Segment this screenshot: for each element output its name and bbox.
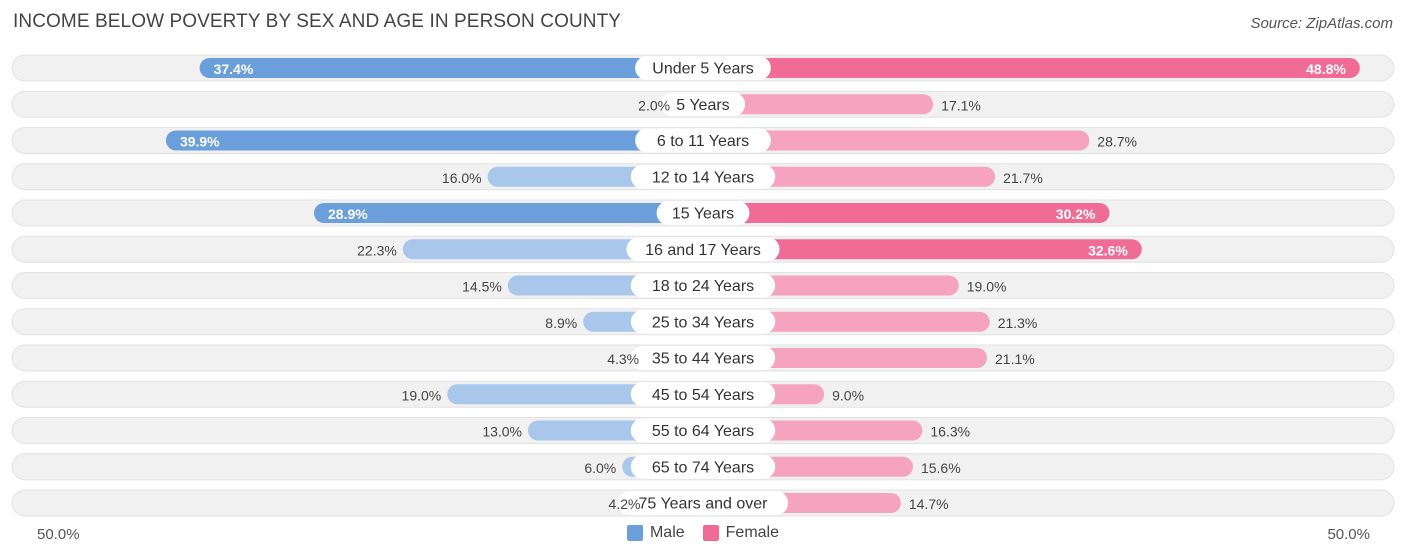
male-value-label: 37.4%	[214, 61, 254, 77]
chart-title: INCOME BELOW POVERTY BY SEX AND AGE IN P…	[13, 11, 622, 32]
legend-label-female: Female	[725, 524, 780, 541]
male-bar	[314, 203, 703, 223]
source-label: Source: ZipAtlas.com	[1250, 15, 1393, 32]
male-value-label: 14.5%	[462, 279, 502, 295]
category-label-pill	[630, 418, 776, 443]
male-bar	[165, 130, 704, 151]
category-label-pill	[617, 491, 789, 515]
male-value-label: 16.0%	[442, 170, 482, 186]
category-label-pill	[626, 237, 780, 262]
female-bar	[703, 311, 990, 332]
category-label-pill	[630, 164, 776, 189]
female-value-label: 30.2%	[1056, 206, 1096, 222]
category-label: 75 Years and over	[639, 496, 769, 513]
category-label: 45 to 54 Years	[652, 387, 754, 404]
axis-left-label: 50.0%	[37, 526, 80, 543]
female-value-label: 14.7%	[909, 496, 949, 512]
female-bar	[703, 58, 1360, 78]
axis-right-label: 50.0%	[1327, 526, 1370, 543]
category-label: 6 to 11 Years	[657, 133, 749, 150]
female-bar	[703, 94, 934, 115]
category-label: 16 and 17 Years	[645, 242, 761, 259]
female-value-label: 15.6%	[921, 460, 961, 476]
female-value-label: 19.0%	[967, 279, 1007, 295]
legend-label-male: Male	[649, 524, 685, 541]
male-value-label: 2.0%	[638, 97, 670, 113]
category-label: 65 to 74 Years	[652, 459, 754, 476]
category-label: 25 to 34 Years	[652, 314, 754, 331]
male-value-label: 6.0%	[584, 460, 616, 476]
category-label-pill	[630, 309, 776, 334]
legend-item-female: Female	[702, 524, 780, 542]
category-label: 5 Years	[676, 97, 729, 114]
female-bar	[703, 166, 996, 187]
female-value-label: 16.3%	[930, 424, 970, 440]
female-value-label: 28.7%	[1097, 134, 1137, 150]
category-label-pill	[660, 92, 746, 117]
female-value-label: 9.0%	[832, 387, 864, 403]
male-value-label: 4.2%	[609, 496, 641, 512]
category-label: 55 to 64 Years	[652, 423, 754, 440]
category-label: 12 to 14 Years	[652, 169, 754, 186]
male-value-label: 4.3%	[607, 351, 639, 367]
female-value-label: 48.8%	[1306, 61, 1346, 77]
female-value-label: 21.1%	[995, 351, 1035, 367]
category-label-pill	[630, 382, 776, 407]
female-value-label: 21.3%	[998, 315, 1038, 331]
category-label-pill	[630, 454, 776, 479]
male-bar	[199, 58, 703, 78]
female-bar	[703, 203, 1110, 223]
category-label-pill	[630, 273, 776, 298]
legend-item-male: Male	[626, 524, 685, 542]
male-value-label: 19.0%	[402, 387, 442, 403]
category-label-pill	[656, 201, 750, 225]
female-bar	[703, 130, 1090, 151]
male-value-label: 22.3%	[357, 242, 397, 258]
male-value-label: 39.9%	[180, 134, 220, 150]
female-value-label: 21.7%	[1003, 170, 1043, 186]
male-value-label: 8.9%	[545, 315, 577, 331]
category-label: 15 Years	[672, 206, 734, 223]
category-label: 18 to 24 Years	[652, 278, 754, 295]
category-label-pill	[635, 128, 771, 153]
female-value-label: 32.6%	[1088, 242, 1128, 258]
category-label: Under 5 Years	[652, 61, 753, 78]
female-bar	[703, 239, 1142, 260]
male-value-label: 13.0%	[482, 424, 522, 440]
category-label: 35 to 44 Years	[652, 351, 754, 368]
category-label-pill	[635, 56, 771, 80]
legend-swatch-male	[626, 525, 643, 541]
category-label-pill	[630, 346, 776, 370]
male-value-label: 28.9%	[328, 206, 368, 222]
chart-area: Under 5 Years 37.4% 48.8% 5 Years 2.0% 17.1% 6…	[11, 54, 1395, 517]
legend: Male Female	[0, 524, 1406, 542]
legend-swatch-female	[702, 525, 719, 541]
female-value-label: 17.1%	[941, 97, 981, 113]
